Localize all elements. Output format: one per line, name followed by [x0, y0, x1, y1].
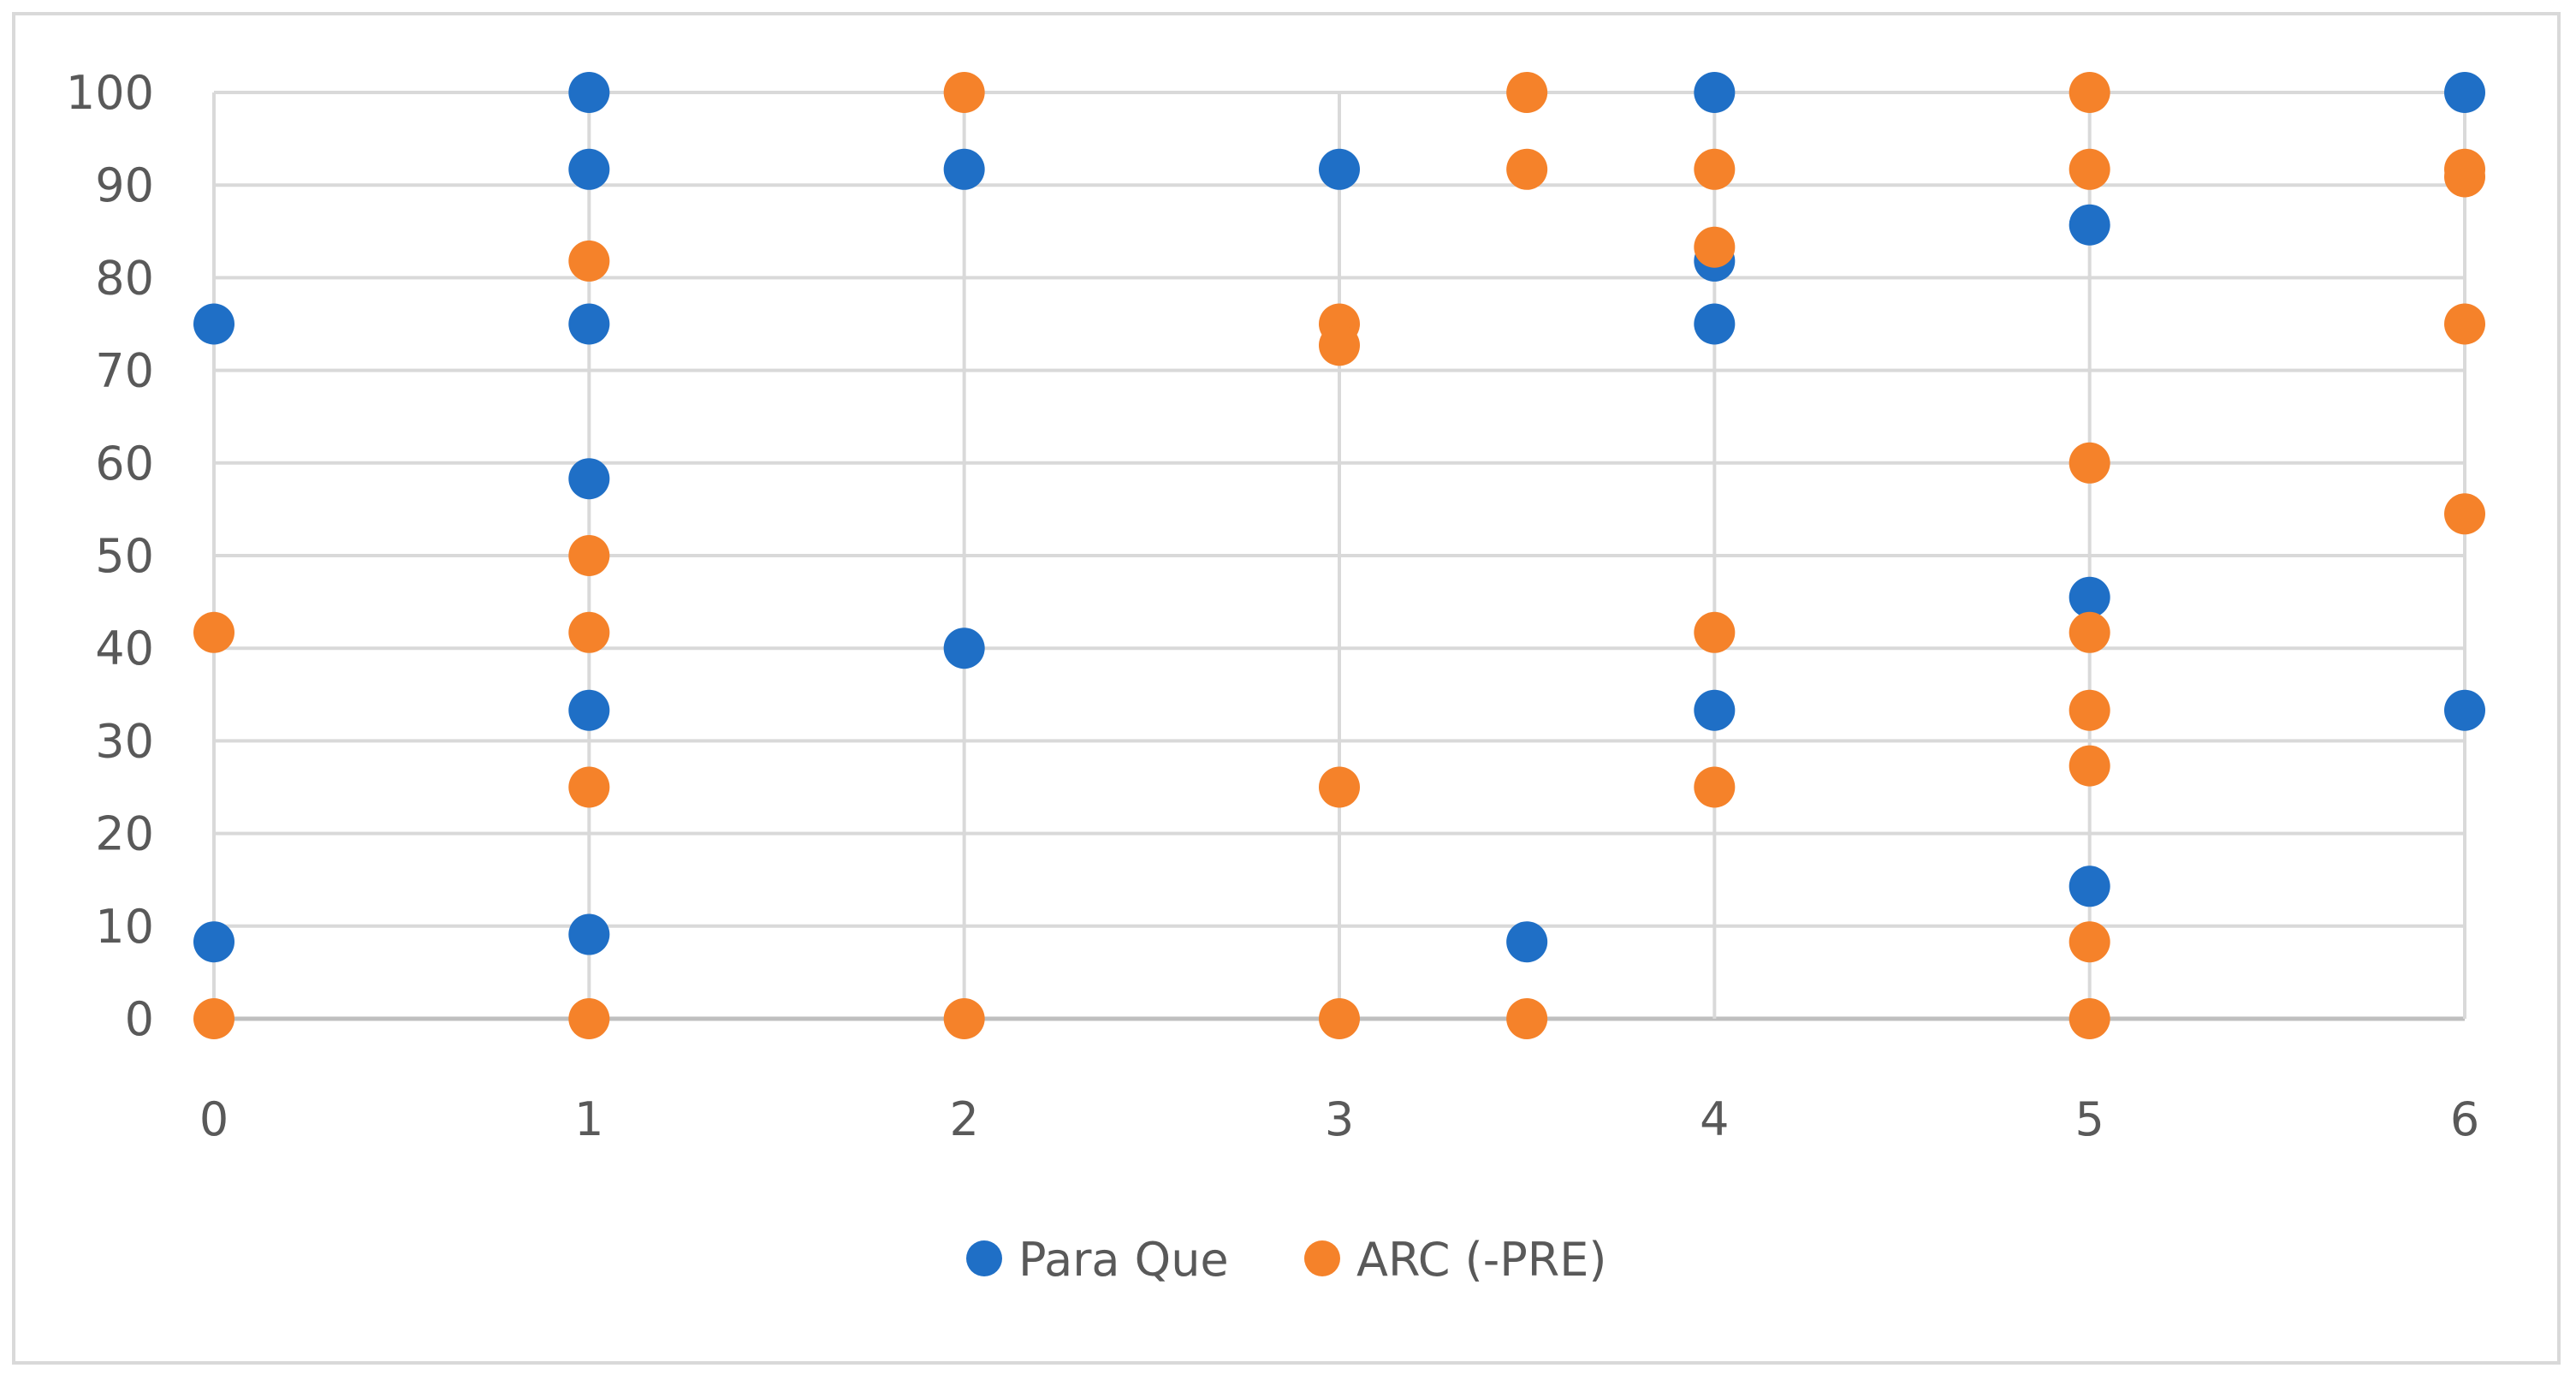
point-para-que — [2069, 865, 2110, 907]
chart-frame — [12, 12, 2561, 1365]
y-tick-label: 30 — [95, 714, 154, 768]
point-arc-pre — [2444, 493, 2485, 535]
point-para-que — [1506, 921, 1548, 963]
point-arc-pre — [1319, 998, 1360, 1039]
y-tick-label: 10 — [95, 900, 154, 954]
point-para-que — [1694, 72, 1736, 113]
point-para-que — [2069, 204, 2110, 246]
y-tick-label: 70 — [95, 344, 154, 398]
data-points — [193, 72, 2485, 1039]
point-para-que — [1319, 148, 1360, 190]
point-arc-pre — [1506, 72, 1548, 113]
legend-label-para-que: Para Que — [1018, 1233, 1229, 1287]
point-arc-pre — [568, 766, 610, 808]
point-arc-pre — [1694, 766, 1736, 808]
point-arc-pre — [193, 611, 234, 653]
x-tick-label: 4 — [1700, 1092, 1729, 1146]
point-arc-pre — [193, 998, 234, 1039]
point-arc-pre — [2069, 442, 2110, 484]
point-para-que — [568, 303, 610, 345]
x-tick-label: 6 — [2450, 1092, 2479, 1146]
x-tick-label: 0 — [199, 1092, 229, 1146]
point-para-que — [568, 148, 610, 190]
x-tick-label: 2 — [949, 1092, 978, 1146]
point-arc-pre — [2069, 921, 2110, 963]
point-para-que — [193, 921, 234, 963]
point-para-que — [1694, 689, 1736, 731]
point-para-que — [1694, 303, 1736, 345]
point-para-que — [943, 148, 985, 190]
y-tick-label: 90 — [95, 158, 154, 212]
point-arc-pre — [1319, 766, 1360, 808]
point-arc-pre — [1694, 611, 1736, 653]
point-para-que — [2444, 689, 2485, 731]
point-arc-pre — [2444, 156, 2485, 198]
point-arc-pre — [568, 240, 610, 282]
y-axis-tick-labels: 0 10 20 30 40 50 60 70 80 90 100 — [66, 66, 154, 1046]
point-arc-pre — [2069, 148, 2110, 190]
legend-marker-arc-pre — [1304, 1240, 1340, 1276]
x-tick-label: 1 — [574, 1092, 603, 1146]
legend-marker-para-que — [966, 1240, 1002, 1276]
point-arc-pre — [2069, 745, 2110, 787]
point-para-que — [2069, 576, 2110, 618]
y-tick-label: 20 — [95, 807, 154, 861]
legend: Para Que ARC (-PRE) — [966, 1233, 1606, 1287]
point-arc-pre — [2444, 303, 2485, 345]
point-arc-pre — [1694, 148, 1736, 190]
point-arc-pre — [1506, 998, 1548, 1039]
point-para-que — [568, 913, 610, 955]
point-para-que — [568, 458, 610, 500]
x-tick-label: 3 — [1325, 1092, 1354, 1146]
y-tick-label: 50 — [95, 529, 154, 583]
grid-lines — [212, 91, 2466, 1021]
point-arc-pre — [1506, 148, 1548, 190]
x-axis-tick-labels: 0 1 2 3 4 5 6 — [199, 1092, 2479, 1146]
point-para-que — [568, 72, 610, 113]
point-arc-pre — [2069, 998, 2110, 1039]
y-tick-label: 100 — [66, 66, 154, 120]
point-arc-pre — [943, 998, 985, 1039]
legend-label-arc-pre: ARC (-PRE) — [1356, 1233, 1606, 1287]
x-tick-label: 5 — [2074, 1092, 2104, 1146]
point-arc-pre — [2069, 689, 2110, 731]
y-tick-label: 0 — [125, 992, 154, 1046]
point-para-que — [2444, 72, 2485, 113]
point-arc-pre — [568, 611, 610, 653]
point-para-que — [568, 689, 610, 731]
point-arc-pre — [1319, 324, 1360, 366]
point-arc-pre — [943, 72, 985, 113]
point-para-que — [193, 303, 234, 345]
point-para-que — [943, 628, 985, 669]
point-arc-pre — [2069, 72, 2110, 113]
point-arc-pre — [1694, 226, 1736, 268]
point-arc-pre — [568, 998, 610, 1039]
y-tick-label: 80 — [95, 251, 154, 305]
y-tick-label: 60 — [95, 437, 154, 491]
y-tick-label: 40 — [95, 622, 154, 675]
point-arc-pre — [568, 535, 610, 576]
point-arc-pre — [2069, 611, 2110, 653]
